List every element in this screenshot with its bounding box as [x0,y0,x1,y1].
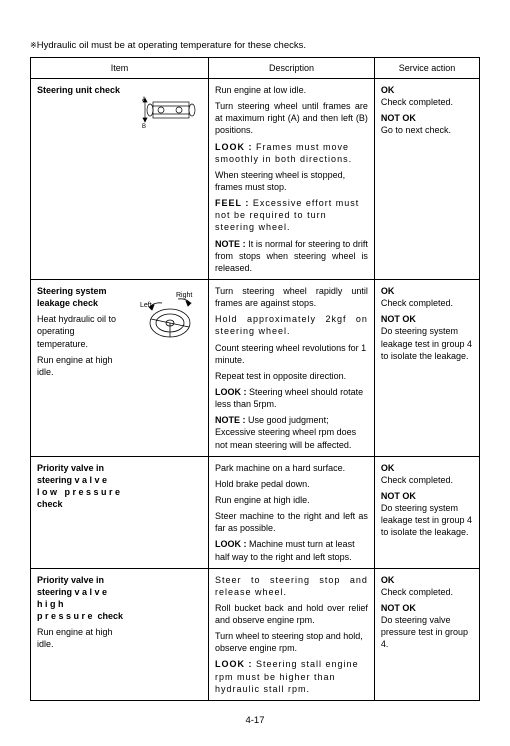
wheel-diagram: Right Left [138,289,202,347]
table-row: Priority valve in steering valve low pre… [31,456,480,568]
cell-action: OKCheck completed. NOT OKGo to next chec… [374,79,479,280]
cell-description: Steer to steering stop and release wheel… [209,568,375,700]
page-number: 4-17 [30,715,480,726]
cell-diagram: A B [132,79,209,280]
header-note: Hydraulic oil must be at operating tempe… [30,40,480,51]
cell-diagram [132,568,209,700]
cell-item: Priority valve in steering valve high pr… [31,568,133,700]
cell-description: Park machine on a hard surface.Hold brak… [209,456,375,568]
cell-item: Steering unit check [31,79,133,280]
cell-action: OKCheck completed. NOT OKDo steering sys… [374,456,479,568]
cell-action: OKCheck completed. NOT OKDo steering sys… [374,279,479,456]
troubleshooting-table: Item Description Service action Steering… [30,57,480,701]
table-row: Steering system leakage checkHeat hydrau… [31,279,480,456]
cell-item: Priority valve in steering valve low pre… [31,456,133,568]
cell-diagram: Right Left [132,279,209,456]
th-description: Description [209,58,375,79]
frame-diagram: A B [139,88,201,132]
cell-action: OKCheck completed. NOT OKDo steering val… [374,568,479,700]
svg-text:A: A [142,97,146,103]
cell-diagram [132,456,209,568]
table-row: Steering unit check A B Run engine at lo… [31,79,480,280]
cell-item: Steering system leakage checkHeat hydrau… [31,279,133,456]
table-row: Priority valve in steering valve high pr… [31,568,480,700]
svg-text:B: B [142,124,146,130]
cell-description: Turn steering wheel rapidly until frames… [209,279,375,456]
th-item: Item [31,58,209,79]
svg-text:Right: Right [176,292,192,299]
cell-description: Run engine at low idle.Turn steering whe… [209,79,375,280]
th-action: Service action [374,58,479,79]
